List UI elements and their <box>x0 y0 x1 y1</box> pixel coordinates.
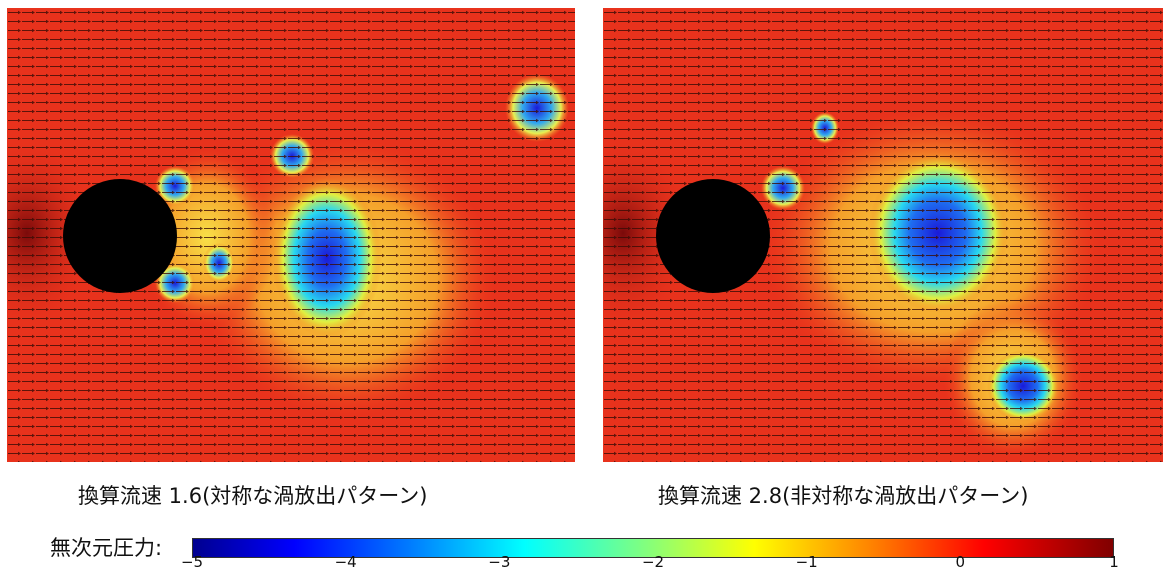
colorbar-tick: −4 <box>334 553 357 571</box>
colorbar-tick: −1 <box>795 553 818 571</box>
caption-right: 換算流速 2.8(非対称な渦放出パターン) <box>658 484 1029 508</box>
flow-field-right <box>603 8 1163 462</box>
colorbar-label: 無次元圧力: <box>50 536 163 560</box>
colorbar-tick: 1 <box>1109 553 1119 571</box>
colorbar-tick: 0 <box>955 553 966 571</box>
colorbar-ticks: −5 −4 −3 −2 −1 0 1 <box>181 553 1119 571</box>
colorbar <box>192 538 1114 558</box>
caption-left: 換算流速 1.6(対称な渦放出パターン) <box>78 484 428 508</box>
colorbar-tick: −3 <box>488 553 511 571</box>
colorbar-tick: −2 <box>641 553 665 571</box>
cylinder-right <box>656 179 770 293</box>
colorbar-tick: −5 <box>180 553 204 571</box>
cylinder-left <box>63 179 177 293</box>
flow-field-left <box>7 8 575 462</box>
